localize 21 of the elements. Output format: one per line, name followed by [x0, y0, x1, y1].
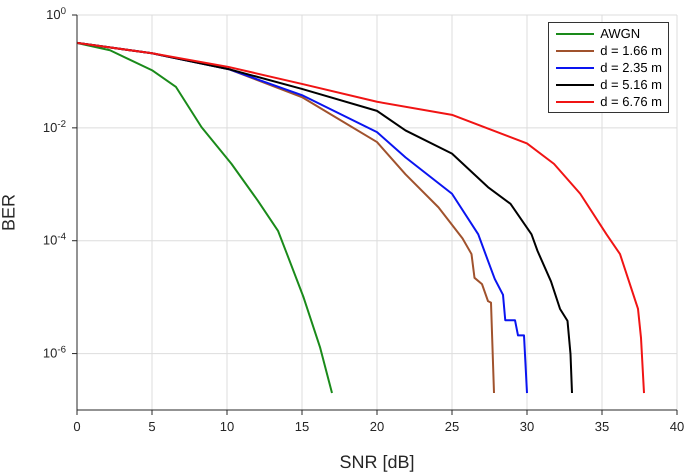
x-tick-label: 10: [220, 419, 234, 434]
y-tick-label: 10$^{-4}$: [42, 231, 67, 248]
x-tick-label: 15: [294, 419, 310, 434]
legend-label: d = 6.76 m: [600, 94, 662, 109]
x-tick-label: 5: [148, 419, 156, 434]
x-tick-label: 30: [520, 419, 534, 434]
line-series: [77, 42, 333, 394]
x-tick-label: 40: [670, 419, 684, 434]
x-tick-label: 25: [444, 419, 460, 434]
legend-label: d = 5.16 m: [600, 77, 662, 92]
y-tick-label: 10$^{-6}$: [42, 344, 66, 361]
y-axis-title: BER: [0, 194, 18, 232]
y-tick-label: 10$^{-2}$: [42, 118, 66, 135]
legend-label: d = 2.35 m: [600, 60, 662, 75]
x-tick-label: 20: [370, 419, 384, 434]
x-tick-label: 35: [594, 419, 610, 434]
x-axis-title: SNR [dB]: [339, 452, 415, 472]
x-tick-label: 0: [73, 419, 81, 434]
legend-label: d = 1.66 m: [600, 43, 662, 58]
y-tick-label: 10$^{0}$: [46, 6, 67, 22]
legend-label: AWGN: [600, 26, 640, 41]
